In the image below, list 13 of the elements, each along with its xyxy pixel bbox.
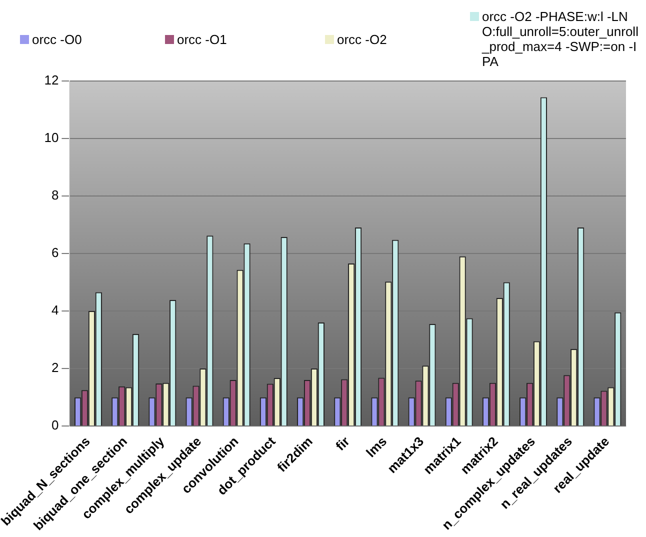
y-tick-label: 6 — [51, 245, 59, 260]
y-tick-label: 10 — [44, 130, 59, 145]
y-tick-label: 2 — [51, 360, 59, 376]
legend-label: orcc -O2 -PHASE:w:l -LNO:full_unroll=5:outer_unroll_prod_max=4 -SWP:=on -IPA — [482, 9, 640, 69]
legend-label: orcc -O1 — [177, 32, 227, 46]
legend-label: orcc -O2 — [337, 32, 387, 46]
y-tick-label: 8 — [51, 187, 59, 202]
y-tick-label: 12 — [44, 72, 59, 88]
y-tick-label: 0 — [51, 418, 59, 433]
y-tick-label: 4 — [51, 302, 59, 318]
x-tick-label: lms — [363, 434, 390, 460]
legend-label: orcc -O0 — [32, 32, 82, 46]
x-tick-label: fir — [332, 434, 352, 454]
